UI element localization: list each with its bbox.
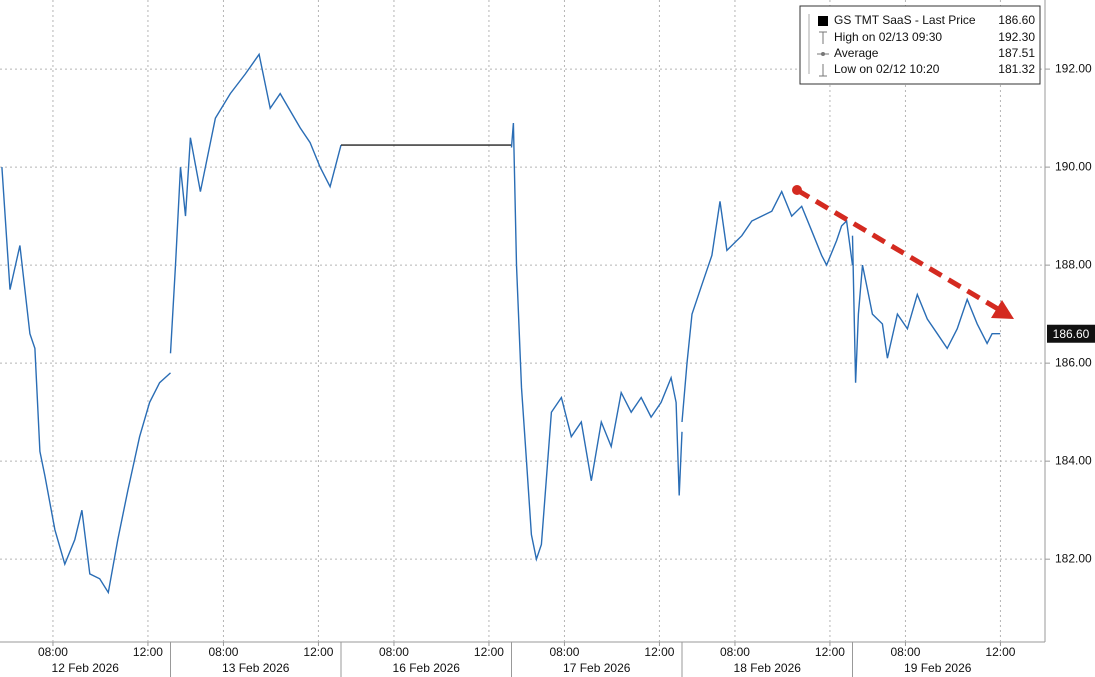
legend-value: 192.30 [998, 30, 1035, 44]
trend-arrow [792, 185, 1014, 319]
x-tick-label: 08:00 [549, 645, 579, 659]
x-tick-label: 12:00 [644, 645, 674, 659]
x-tick-label: 12:00 [815, 645, 845, 659]
y-tick-label: 182.00 [1055, 551, 1092, 565]
legend-label: Average [834, 46, 879, 60]
legend-value: 187.51 [998, 46, 1035, 60]
x-tick-label: 08:00 [379, 645, 409, 659]
x-tick-label: 12:00 [985, 645, 1015, 659]
price-line [851, 235, 1001, 383]
y-tick-label: 192.00 [1055, 61, 1092, 75]
legend: GS TMT SaaS - Last Price 186.60 High on … [799, 5, 1041, 85]
y-tick-label: 188.00 [1055, 257, 1092, 271]
line-layer [1, 52, 1001, 595]
x-tick-label: 08:00 [208, 645, 238, 659]
x-tick-label: 08:00 [720, 645, 750, 659]
date-label: 13 Feb 2026 [222, 661, 290, 675]
price-line [510, 122, 683, 562]
legend-value: 181.32 [998, 62, 1035, 76]
legend-label: High on 02/13 09:30 [834, 30, 942, 44]
legend-box [799, 5, 1041, 85]
date-label: 16 Feb 2026 [393, 661, 461, 675]
last-price-label: 186.60 [1053, 327, 1090, 341]
legend-value: 186.60 [998, 13, 1035, 27]
x-tick-label: 08:00 [890, 645, 920, 659]
legend-icon [818, 16, 828, 26]
y-tick-label: 186.00 [1055, 355, 1092, 369]
date-label: 12 Feb 2026 [52, 661, 120, 675]
arrow-head [991, 300, 1014, 319]
x-tick-label: 12:00 [133, 645, 163, 659]
date-label: 19 Feb 2026 [904, 661, 972, 675]
legend-label: Low on 02/12 10:20 [834, 62, 940, 76]
y-tick-label: 184.00 [1055, 453, 1092, 467]
price-line [169, 52, 342, 354]
date-label: 18 Feb 2026 [734, 661, 802, 675]
x-tick-label: 08:00 [38, 645, 68, 659]
x-tick-label: 12:00 [474, 645, 504, 659]
legend-icon [819, 31, 827, 44]
arrow-shaft [795, 187, 1000, 312]
x-tick-label: 12:00 [303, 645, 333, 659]
date-label: 17 Feb 2026 [563, 661, 631, 675]
price-line [681, 189, 854, 423]
legend-icon [819, 64, 827, 77]
arrow-start [792, 185, 802, 195]
legend-label: GS TMT SaaS - Last Price [834, 13, 976, 27]
legend-icon [821, 52, 825, 56]
last-price-tag [1047, 324, 1095, 343]
y-tick-label: 190.00 [1055, 159, 1092, 173]
price-line [1, 167, 171, 595]
